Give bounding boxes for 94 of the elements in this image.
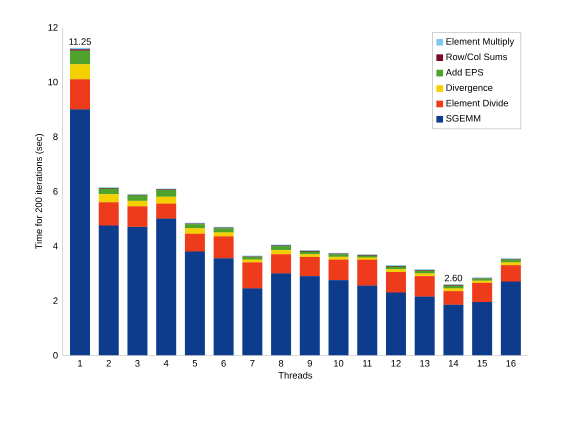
bar bbox=[98, 194, 119, 202]
bar bbox=[127, 226, 148, 356]
bar bbox=[127, 195, 148, 201]
x-tick-label: 1 bbox=[78, 360, 82, 366]
y-tick-label: 0 bbox=[53, 352, 58, 359]
bar bbox=[443, 288, 464, 292]
bar bbox=[357, 286, 378, 356]
y-tick-label: 10 bbox=[48, 78, 58, 86]
x-tick-label: 16 bbox=[506, 360, 516, 367]
bar bbox=[214, 228, 234, 232]
bar bbox=[70, 64, 90, 80]
total-label: 2.60 bbox=[444, 274, 462, 282]
bar bbox=[443, 286, 464, 288]
bar bbox=[328, 280, 349, 356]
x-tick-label: 13 bbox=[420, 360, 430, 367]
bar bbox=[386, 269, 406, 272]
y-axis-title: Time for 200 iterations (sec) bbox=[35, 134, 44, 250]
bar bbox=[98, 202, 119, 226]
bar bbox=[98, 188, 119, 194]
bar bbox=[127, 206, 148, 227]
bar bbox=[357, 257, 378, 260]
bar bbox=[386, 292, 406, 356]
bar bbox=[184, 228, 205, 234]
bar bbox=[70, 50, 90, 64]
bar bbox=[300, 254, 320, 257]
x-tick-label: 3 bbox=[135, 360, 140, 367]
bar bbox=[500, 262, 521, 266]
x-tick-label: 6 bbox=[222, 360, 226, 367]
bar bbox=[271, 254, 292, 274]
bar bbox=[184, 251, 205, 356]
bar bbox=[242, 260, 262, 262]
y-tick-label: 2 bbox=[53, 297, 58, 304]
bar bbox=[127, 200, 148, 206]
bar bbox=[328, 254, 349, 257]
bar bbox=[300, 276, 320, 356]
bar bbox=[242, 288, 262, 356]
bar bbox=[242, 256, 262, 260]
x-tick-label: 5 bbox=[192, 360, 198, 367]
x-tick-label: 9 bbox=[308, 360, 312, 367]
legend-label: Divergence bbox=[446, 84, 492, 93]
x-tick-label: 4 bbox=[164, 360, 168, 366]
x-tick-label: 14 bbox=[448, 360, 458, 366]
bar bbox=[414, 296, 435, 356]
y-tick-label: 12 bbox=[48, 24, 58, 31]
legend-label: Element Divide bbox=[446, 100, 508, 106]
x-tick-label: 11 bbox=[363, 360, 372, 366]
bar bbox=[414, 276, 435, 297]
bar bbox=[98, 226, 119, 356]
bar bbox=[214, 258, 234, 356]
bar bbox=[386, 266, 406, 270]
bar bbox=[386, 272, 406, 292]
bar bbox=[184, 224, 205, 228]
x-tick-label: 8 bbox=[278, 360, 284, 367]
bar bbox=[271, 250, 292, 254]
x-tick-label: 7 bbox=[250, 360, 254, 366]
bar bbox=[500, 265, 521, 282]
bar bbox=[184, 234, 205, 252]
bar bbox=[500, 282, 521, 356]
bar bbox=[443, 291, 464, 305]
total-label: 11.25 bbox=[69, 38, 91, 45]
x-tick-label: 15 bbox=[478, 360, 487, 367]
bar bbox=[242, 262, 262, 288]
bar bbox=[271, 273, 292, 356]
y-tick-label: 4 bbox=[53, 242, 58, 250]
y-tick-label: 6 bbox=[53, 188, 58, 195]
bar bbox=[271, 246, 292, 250]
y-tick-label: 8 bbox=[53, 133, 58, 140]
x-tick-label: 2 bbox=[106, 360, 111, 367]
bar bbox=[472, 302, 492, 356]
bar bbox=[156, 204, 176, 219]
bar bbox=[156, 218, 176, 356]
legend-label: Element Multiply bbox=[446, 38, 514, 47]
legend-label: Row/Col Sums bbox=[446, 53, 508, 60]
bar bbox=[328, 256, 349, 260]
legend-label: SGEMM bbox=[446, 115, 480, 122]
x-tick-label: 10 bbox=[334, 360, 344, 367]
bar bbox=[414, 270, 435, 274]
bar bbox=[300, 256, 320, 276]
bar bbox=[443, 304, 464, 356]
legend-label: Add EPS bbox=[446, 68, 484, 76]
bar bbox=[472, 282, 492, 302]
bar bbox=[70, 109, 90, 356]
bar bbox=[300, 251, 320, 254]
bar bbox=[328, 260, 349, 280]
bar bbox=[414, 273, 435, 276]
x-tick-label: 12 bbox=[391, 360, 401, 367]
bar bbox=[500, 260, 521, 262]
bar bbox=[214, 232, 234, 236]
bar bbox=[214, 236, 234, 258]
bar bbox=[156, 190, 176, 197]
x-axis-title: Threads bbox=[278, 372, 312, 379]
bar bbox=[70, 79, 90, 110]
bar bbox=[156, 196, 176, 204]
bar bbox=[357, 260, 378, 286]
